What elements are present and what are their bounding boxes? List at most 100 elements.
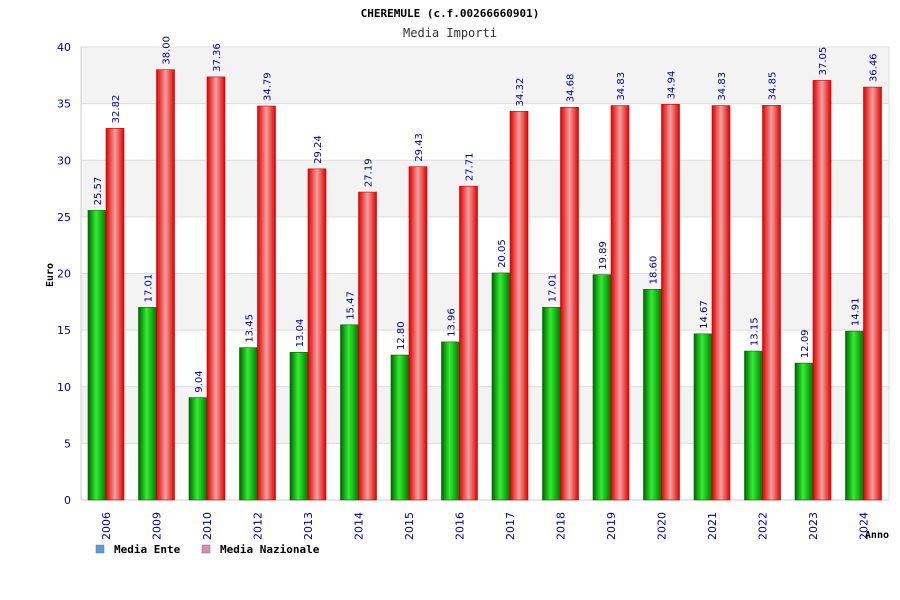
bar-ente-2020	[643, 289, 662, 501]
value-label: 34.32	[515, 78, 526, 107]
x-tick-label: 2021	[706, 512, 719, 540]
value-label: 29.43	[414, 133, 425, 162]
x-tick-label: 2019	[605, 512, 618, 540]
legend-swatch	[201, 544, 211, 554]
value-label: 14.67	[699, 300, 710, 329]
value-label: 32.82	[111, 95, 122, 124]
bar-ente-2023	[794, 362, 814, 501]
bars	[87, 69, 882, 501]
bar-ente-2019	[592, 274, 612, 501]
bar-nazionale-2020	[661, 104, 680, 501]
bar-ente-2006	[87, 210, 107, 501]
y-tick-label: 30	[57, 154, 71, 167]
bar-nazionale-2022	[762, 105, 781, 501]
value-label: 34.83	[616, 72, 627, 101]
chart-subtitle: Media Importi	[403, 26, 497, 40]
y-tick-label: 35	[57, 98, 71, 111]
bar-ente-2024	[845, 330, 864, 501]
x-tick-label: 2015	[403, 512, 416, 540]
bar-nazionale-2013	[307, 168, 327, 501]
bar-nazionale-2009	[156, 69, 175, 501]
value-label: 34.68	[566, 74, 577, 103]
value-label: 20.05	[497, 239, 508, 268]
value-label: 15.47	[346, 291, 357, 320]
value-label: 34.94	[667, 71, 678, 100]
value-label: 34.79	[263, 72, 274, 101]
bar-ente-2013	[289, 352, 309, 501]
bar-nazionale-2010	[206, 76, 226, 501]
value-label: 27.71	[465, 153, 476, 182]
y-tick-label: 10	[57, 381, 71, 394]
value-label: 19.89	[598, 241, 609, 270]
value-label: 13.96	[447, 308, 458, 337]
bar-nazionale-2023	[812, 80, 832, 501]
bar-nazionale-2024	[863, 86, 882, 501]
value-label: 13.45	[245, 314, 256, 343]
y-tick-label: 25	[57, 211, 71, 224]
value-label: 9.04	[194, 370, 205, 392]
legend-label: Media Nazionale	[220, 543, 320, 556]
x-tick-label: 2014	[353, 512, 366, 540]
value-label: 12.09	[800, 329, 811, 358]
x-tick-label: 2024	[858, 512, 871, 540]
x-tick-label: 2012	[252, 512, 265, 540]
x-axis-ticks: 2006 2009 2010 2012 2013 2014 2015 2016 2017 2018…	[100, 512, 871, 540]
y-axis-ticks: 0 5 10 15 20 25 30 35 40	[57, 41, 71, 507]
value-label: 14.91	[851, 298, 862, 327]
x-tick-label: 2023	[807, 512, 820, 540]
bar-nazionale-2014	[358, 191, 377, 501]
bar-nazionale-2021	[711, 105, 731, 501]
bar-nazionale-2015	[408, 166, 428, 501]
value-label: 27.19	[364, 158, 375, 187]
y-tick-label: 5	[64, 437, 71, 450]
bar-nazionale-2019	[610, 105, 630, 501]
x-tick-label: 2020	[656, 512, 669, 540]
value-label: 18.60	[649, 256, 660, 285]
value-label: 34.85	[768, 72, 779, 101]
y-tick-label: 0	[64, 494, 71, 507]
x-tick-label: 2017	[504, 512, 517, 540]
value-label: 12.80	[396, 321, 407, 350]
value-labels: 25.57 32.82 17.01 38.00 9.04 37.36 13.45 34.79 1…	[93, 36, 880, 393]
x-tick-label: 2010	[201, 512, 214, 540]
value-label: 34.83	[717, 72, 728, 101]
y-axis-label: Euro	[45, 263, 56, 287]
value-label: 13.04	[295, 319, 306, 348]
x-axis-label: Anno	[865, 530, 889, 541]
x-tick-label: 2016	[454, 512, 467, 540]
bar-ente-2010	[188, 397, 208, 501]
y-tick-label: 20	[57, 268, 71, 281]
value-label: 17.01	[144, 274, 155, 303]
bar-ente-2016	[441, 341, 460, 501]
value-label: 36.46	[869, 53, 880, 82]
bar-nazionale-2016	[459, 185, 478, 501]
bar-ente-2009	[138, 307, 157, 501]
x-tick-label: 2009	[151, 512, 164, 540]
legend-swatch	[95, 544, 105, 554]
bar-nazionale-2018	[560, 106, 579, 501]
bar-ente-2017	[491, 272, 511, 501]
bar-ente-2012	[239, 347, 258, 501]
bar-ente-2018	[542, 307, 561, 501]
value-label: 25.57	[93, 177, 104, 206]
bar-ente-2022	[744, 350, 763, 501]
bar-nazionale-2017	[509, 111, 529, 501]
bar-nazionale-2006	[105, 128, 125, 501]
bar-ente-2021	[693, 333, 713, 501]
value-label: 37.05	[818, 47, 829, 76]
value-label: 38.00	[162, 36, 173, 65]
bar-ente-2015	[390, 354, 410, 501]
value-label: 29.24	[313, 135, 324, 164]
chart-title: CHEREMULE (c.f.00266660901)	[361, 7, 540, 20]
x-tick-label: 2022	[757, 512, 770, 540]
x-tick-label: 2006	[100, 512, 113, 540]
bar-ente-2014	[340, 324, 359, 501]
bar-nazionale-2012	[257, 105, 276, 501]
x-tick-label: 2018	[555, 512, 568, 540]
legend-label: Media Ente	[114, 543, 181, 556]
value-label: 37.36	[212, 43, 223, 72]
legend: Media Ente Media Nazionale	[95, 543, 320, 556]
x-tick-label: 2013	[302, 512, 315, 540]
value-label: 17.01	[548, 274, 559, 303]
